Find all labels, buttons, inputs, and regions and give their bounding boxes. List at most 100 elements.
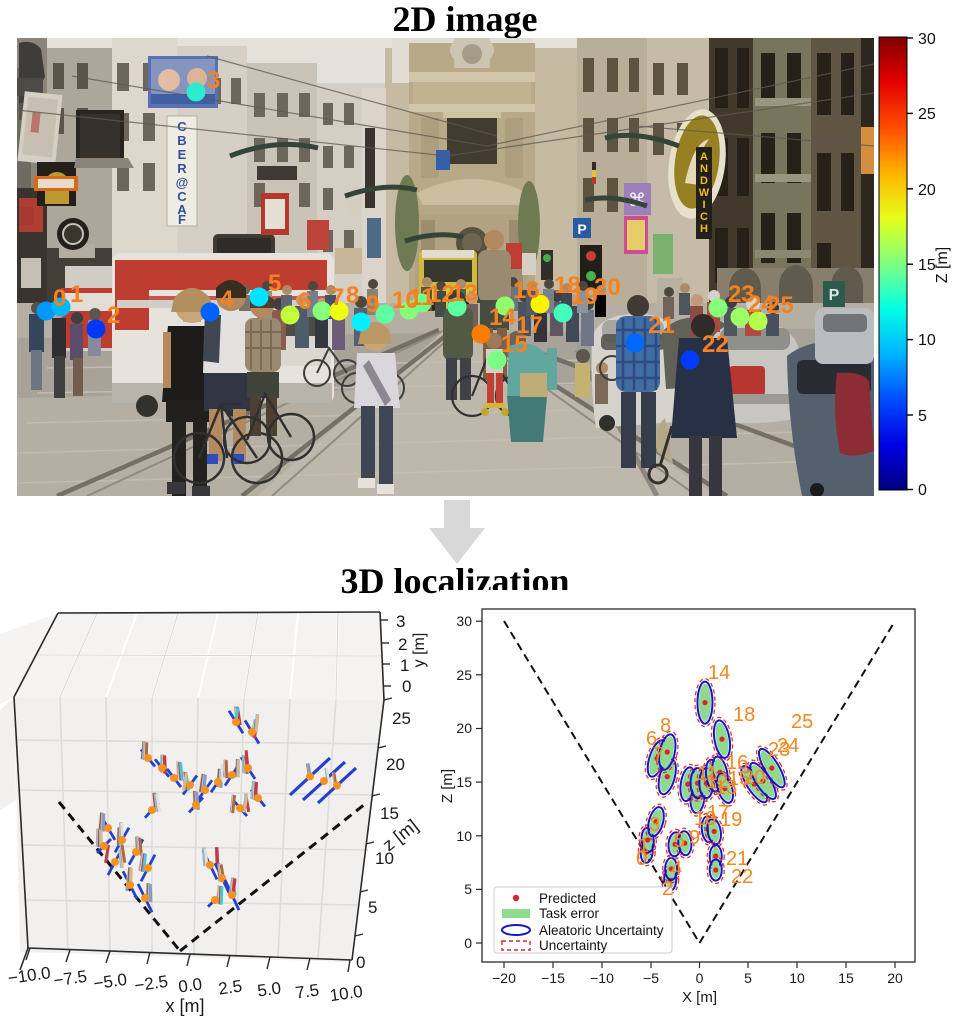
svg-text:10: 10: [789, 970, 805, 986]
svg-text:24: 24: [748, 291, 775, 318]
svg-text:8: 8: [346, 282, 359, 309]
svg-text:19: 19: [720, 809, 742, 831]
svg-text:5: 5: [368, 898, 377, 917]
svg-text:2.5: 2.5: [217, 977, 243, 999]
svg-text:12: 12: [428, 281, 455, 308]
svg-text:15: 15: [918, 257, 936, 274]
svg-text:Aleatoric Uncertainty: Aleatoric Uncertainty: [539, 923, 664, 938]
svg-text:24: 24: [777, 735, 799, 757]
svg-text:25: 25: [392, 709, 411, 728]
svg-text:H: H: [700, 223, 708, 235]
svg-text:10: 10: [375, 849, 394, 868]
svg-text:20: 20: [743, 767, 765, 789]
svg-text:20: 20: [594, 274, 621, 301]
svg-text:18: 18: [733, 704, 755, 726]
svg-text:F: F: [178, 212, 186, 227]
svg-text:25: 25: [456, 667, 472, 683]
svg-text:15: 15: [838, 970, 854, 986]
svg-text:20: 20: [386, 755, 405, 774]
svg-text:15: 15: [728, 768, 750, 790]
svg-text:7: 7: [331, 284, 344, 311]
svg-text:0.0: 0.0: [177, 975, 203, 997]
svg-text:25: 25: [767, 292, 794, 319]
svg-text:3: 3: [649, 814, 660, 836]
svg-text:−5.0: −5.0: [92, 970, 128, 993]
svg-text:30: 30: [918, 31, 936, 48]
svg-text:13: 13: [715, 777, 737, 799]
svg-text:2: 2: [398, 635, 407, 654]
svg-text:C: C: [700, 211, 708, 223]
svg-text:30: 30: [456, 613, 472, 629]
svg-text:10: 10: [918, 332, 936, 349]
svg-text:5: 5: [918, 408, 927, 425]
svg-text:Z [m]: Z [m]: [934, 247, 951, 283]
svg-text:P: P: [829, 287, 840, 304]
svg-text:1: 1: [638, 835, 649, 857]
svg-text:23: 23: [768, 739, 790, 761]
svg-text:3: 3: [396, 612, 405, 631]
svg-text:22: 22: [702, 331, 729, 358]
svg-text:2: 2: [107, 302, 120, 329]
svg-text:15: 15: [501, 331, 528, 358]
svg-text:−7.5: −7.5: [52, 967, 88, 990]
svg-text:18: 18: [554, 272, 581, 299]
svg-text:W: W: [699, 187, 710, 199]
svg-text:7: 7: [653, 744, 664, 766]
svg-text:6: 6: [298, 288, 311, 315]
svg-text:4: 4: [671, 858, 682, 880]
svg-text:y [m]: y [m]: [411, 633, 428, 668]
svg-text:17: 17: [707, 802, 729, 824]
svg-text:5: 5: [744, 970, 752, 986]
svg-text:−15: −15: [541, 970, 565, 986]
svg-text:21: 21: [726, 848, 748, 870]
svg-text:25: 25: [791, 711, 813, 733]
svg-text:9: 9: [689, 827, 700, 849]
svg-text:19: 19: [571, 283, 598, 310]
svg-text:0: 0: [464, 935, 472, 951]
svg-text:14: 14: [489, 304, 516, 331]
svg-text:9: 9: [366, 291, 379, 318]
svg-text:5.0: 5.0: [256, 979, 282, 1001]
svg-text:X [m]: X [m]: [682, 989, 717, 1006]
svg-text:0: 0: [918, 482, 927, 499]
svg-text:−2.5: −2.5: [133, 972, 169, 995]
svg-text:17: 17: [516, 312, 543, 339]
svg-text:13: 13: [451, 280, 478, 307]
svg-text:16: 16: [513, 277, 540, 304]
svg-text:12: 12: [706, 771, 728, 793]
svg-text:P: P: [577, 221, 586, 237]
svg-text:C: C: [177, 119, 187, 134]
svg-text:16: 16: [726, 752, 748, 774]
svg-text:23: 23: [728, 281, 755, 308]
svg-text:1: 1: [400, 656, 409, 675]
svg-text:11: 11: [409, 284, 434, 311]
svg-text:C: C: [177, 189, 187, 204]
svg-text:22: 22: [731, 866, 753, 888]
svg-text:I: I: [702, 199, 705, 211]
svg-text:A: A: [700, 151, 708, 163]
svg-text:E: E: [178, 147, 187, 162]
svg-text:5: 5: [674, 830, 685, 852]
svg-text:−5: −5: [643, 970, 659, 986]
svg-text:0: 0: [636, 848, 647, 870]
svg-text:25: 25: [918, 106, 936, 123]
svg-text:0: 0: [53, 285, 66, 312]
svg-text:7.5: 7.5: [294, 981, 320, 1003]
svg-text:11: 11: [697, 763, 718, 785]
svg-text:R: R: [177, 161, 187, 176]
svg-text:0: 0: [356, 953, 365, 972]
svg-text:A: A: [177, 202, 187, 217]
svg-text:Predicted: Predicted: [539, 891, 596, 906]
svg-text:0: 0: [696, 970, 704, 986]
svg-text:−10: −10: [590, 970, 614, 986]
svg-text:3: 3: [207, 67, 220, 94]
svg-text:D: D: [700, 175, 708, 187]
svg-text:4: 4: [220, 286, 234, 313]
svg-text:15: 15: [380, 804, 399, 823]
svg-text:20: 20: [456, 720, 472, 736]
svg-text:10: 10: [456, 828, 472, 844]
svg-text:5: 5: [464, 881, 472, 897]
svg-text:x [m]: x [m]: [166, 996, 205, 1016]
svg-text:Z [m]: Z [m]: [440, 769, 456, 803]
svg-text:10.0: 10.0: [329, 982, 364, 1005]
